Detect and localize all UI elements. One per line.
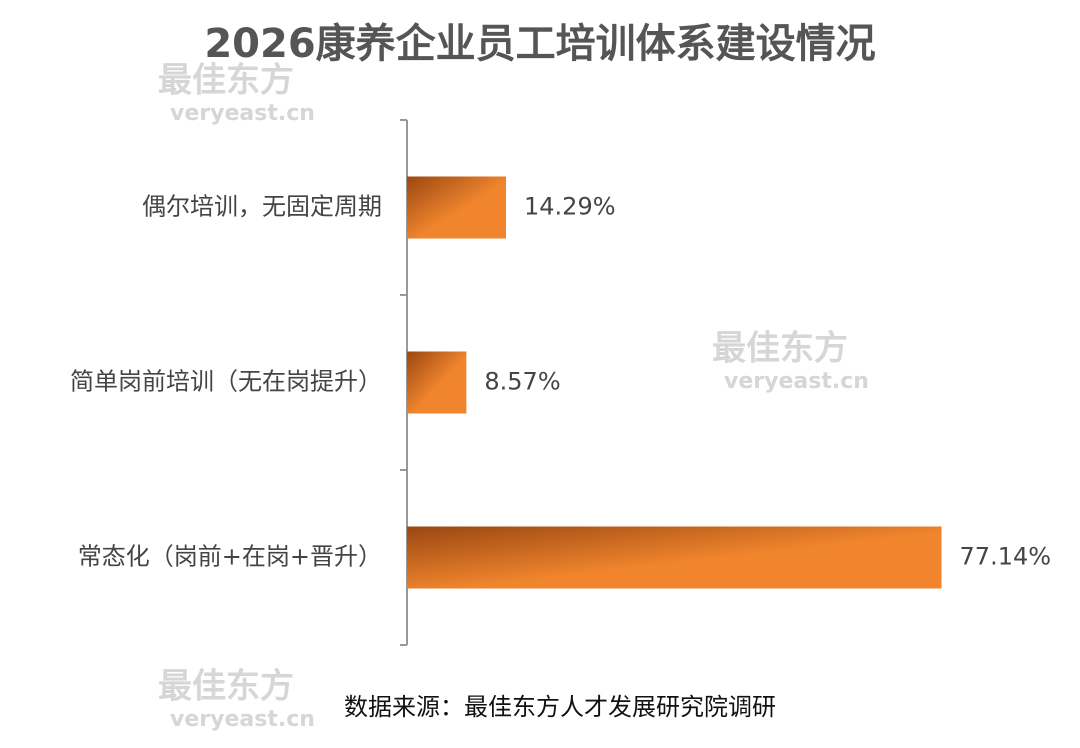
watermark-url: veryeast.cn	[724, 369, 869, 394]
watermark: 最佳东方	[158, 667, 294, 707]
category-label: 偶尔培训，无固定周期	[142, 193, 382, 221]
source-note: 数据来源：最佳东方人才发展研究院调研	[344, 693, 776, 721]
watermark: 最佳东方	[712, 329, 848, 369]
bar	[407, 526, 942, 589]
category-label: 常态化（岗前+在岗+晋升）	[78, 543, 382, 571]
watermark-url: veryeast.cn	[170, 707, 315, 732]
watermark: 最佳东方	[158, 61, 294, 101]
value-label: 8.57%	[484, 368, 560, 396]
value-label: 77.14%	[960, 543, 1052, 571]
bar	[407, 351, 467, 414]
value-label: 14.29%	[524, 193, 616, 221]
bar	[407, 176, 507, 239]
category-label: 简单岗前培训（无在岗提升）	[70, 368, 382, 396]
chart-title: 2026康养企业员工培训体系建设情况	[204, 21, 875, 67]
watermark-url: veryeast.cn	[170, 101, 315, 126]
watermarks: 最佳东方 veryeast.cn 最佳东方 veryeast.cn 最佳东方 v…	[158, 61, 869, 733]
